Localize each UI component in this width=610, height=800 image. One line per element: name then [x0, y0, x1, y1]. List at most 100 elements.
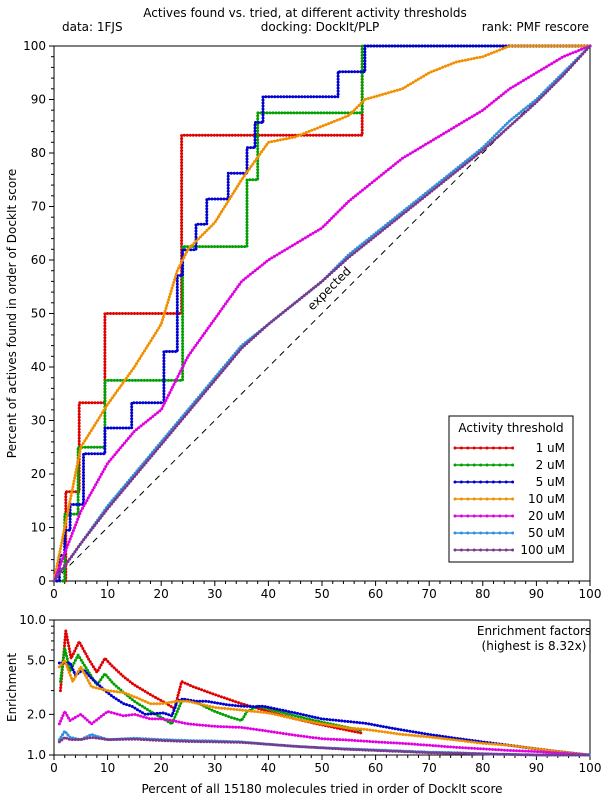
series-point: [319, 111, 323, 115]
series-point: [162, 362, 166, 366]
series-point: [402, 211, 406, 215]
series-point: [447, 44, 451, 48]
series-point: [503, 46, 507, 50]
series-point: [94, 421, 98, 425]
series-point: [103, 435, 107, 439]
series-point: [82, 495, 85, 498]
top-y-tick-label: 80: [31, 146, 46, 160]
enrichment-point: [135, 696, 139, 700]
series-point: [103, 336, 107, 340]
series-point: [487, 52, 490, 56]
series-point: [162, 371, 166, 375]
enrichment-point: [64, 629, 68, 633]
enrichment-point: [85, 676, 89, 680]
series-point: [103, 390, 107, 394]
enrichment-point: [205, 690, 209, 694]
series-point: [175, 285, 179, 289]
enrichment-point: [112, 695, 116, 699]
series-point: [208, 324, 212, 328]
series-point: [130, 414, 134, 418]
series-point: [181, 321, 185, 325]
series-point: [205, 219, 209, 223]
series-point: [442, 132, 446, 136]
enrichment-point: [200, 688, 204, 692]
series-point: [131, 477, 135, 481]
series-point: [86, 434, 90, 438]
enrichment-point: [535, 753, 538, 757]
series-point: [182, 133, 186, 137]
series-point: [256, 144, 260, 148]
series-point: [417, 44, 421, 48]
enrichment-point: [422, 743, 426, 747]
series-point: [401, 87, 405, 90]
series-point: [481, 148, 485, 152]
series-point: [180, 224, 184, 228]
series-point: [312, 95, 316, 99]
series-point: [206, 326, 210, 330]
series-point: [245, 205, 249, 209]
series-point: [344, 70, 348, 74]
series-point: [118, 312, 121, 315]
series-point: [74, 470, 78, 474]
enrichment-point: [329, 723, 333, 727]
series-point: [238, 282, 241, 286]
enrichment-point: [193, 701, 197, 705]
series-point: [68, 511, 72, 515]
enrichment-point: [490, 742, 494, 746]
series-point: [180, 158, 184, 162]
series-point: [92, 445, 96, 449]
series-point: [327, 122, 331, 126]
series-point: [575, 44, 579, 48]
series-point: [226, 183, 230, 187]
enrichment-point: [214, 693, 218, 697]
series-point: [478, 55, 482, 59]
enrichment-point: [70, 738, 74, 742]
legend-marker: [466, 446, 470, 450]
enrichment-point: [204, 699, 208, 703]
enrichment-point: [110, 664, 114, 668]
enrichment-point: [63, 644, 66, 648]
series-point: [254, 157, 258, 161]
series-point: [112, 426, 116, 430]
series-point: [74, 523, 78, 527]
enrichment-point: [269, 706, 273, 710]
series-point: [231, 192, 235, 196]
series-point: [463, 163, 467, 167]
enrichment-point: [265, 742, 269, 746]
enrichment-point: [75, 672, 79, 676]
series-point: [162, 374, 166, 378]
enrichment-series-7: [57, 736, 590, 757]
enrichment-point: [85, 736, 89, 740]
bottom-x-axis-label: Percent of all 15180 molecules tried in …: [141, 782, 502, 796]
enrichment-point: [118, 737, 122, 741]
series-point: [151, 336, 154, 340]
series-point: [528, 106, 532, 110]
series-point: [178, 264, 182, 268]
top-y-tick-label: 40: [31, 360, 46, 374]
series-point: [175, 333, 179, 337]
series-point: [77, 456, 81, 459]
series-point: [344, 202, 348, 205]
series-point: [63, 523, 67, 527]
series-point: [303, 236, 307, 240]
series-point: [441, 44, 445, 48]
enrichment-point: [112, 689, 116, 693]
series-point: [100, 472, 103, 476]
series-point: [123, 379, 126, 383]
series-point: [109, 398, 113, 402]
series-point: [77, 412, 81, 416]
series-point: [180, 188, 184, 192]
series-point: [124, 439, 128, 443]
enrichment-point: [315, 721, 318, 725]
series-point: [313, 127, 317, 131]
enrichment-point: [514, 744, 518, 748]
series-point: [66, 543, 70, 547]
series-point: [56, 574, 59, 578]
enrichment-point: [341, 738, 345, 742]
series-point: [103, 396, 107, 400]
series-point: [218, 309, 222, 313]
series-point: [577, 49, 581, 52]
series-point: [205, 222, 209, 226]
series-point: [295, 299, 299, 303]
series-point: [68, 500, 72, 504]
